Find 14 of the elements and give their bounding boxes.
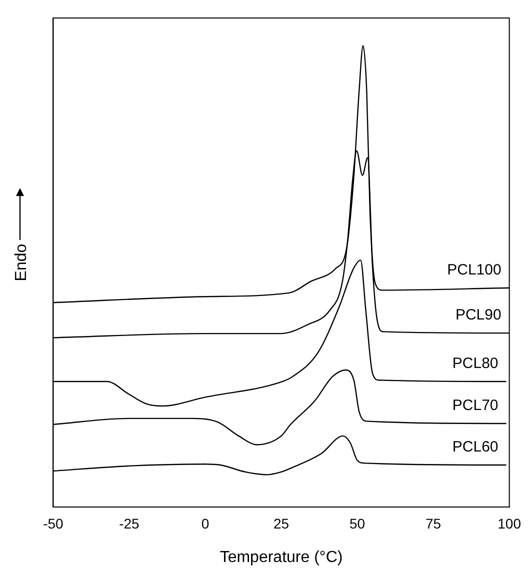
- x-tick-label: 25: [273, 515, 290, 532]
- series-label: PCL100: [447, 262, 502, 279]
- y-axis-title: Endo: [13, 244, 30, 282]
- series-label: PCL90: [455, 306, 502, 324]
- x-tick-label: 75: [426, 515, 442, 532]
- x-tick-label: -50: [43, 515, 64, 532]
- x-tick-label: -25: [119, 515, 140, 532]
- x-tick-label: 100: [498, 515, 522, 532]
- series-label: PCL70: [452, 397, 498, 414]
- x-axis-title: Temperature (°C): [220, 548, 343, 566]
- x-tick-label: 50: [349, 515, 366, 532]
- series-label: PCL60: [452, 438, 498, 456]
- x-tick-label: 0: [201, 515, 210, 532]
- series-label: PCL80: [452, 355, 498, 372]
